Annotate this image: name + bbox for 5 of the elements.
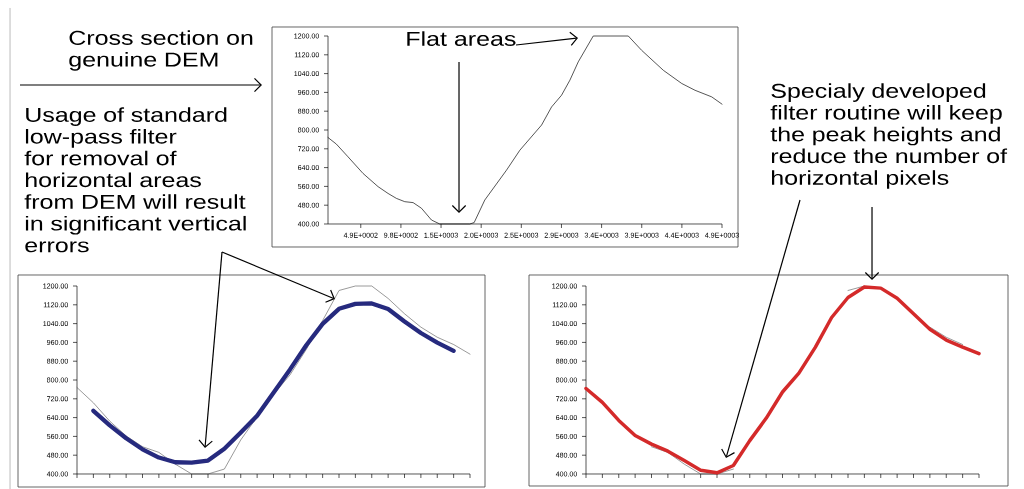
text: Usage of standard low-pass filter for removal of horizontal areas from DEM will result in significant vertical errors — [24, 107, 246, 253]
line-series — [584, 285, 981, 475]
text: Cross section on genuine DEM — [69, 30, 253, 71]
annotation: Flat areas — [407, 31, 516, 46]
text: Specialy developed filter routine will keep the peak heights and reduce the number of horizontal pixels — [770, 83, 1008, 189]
